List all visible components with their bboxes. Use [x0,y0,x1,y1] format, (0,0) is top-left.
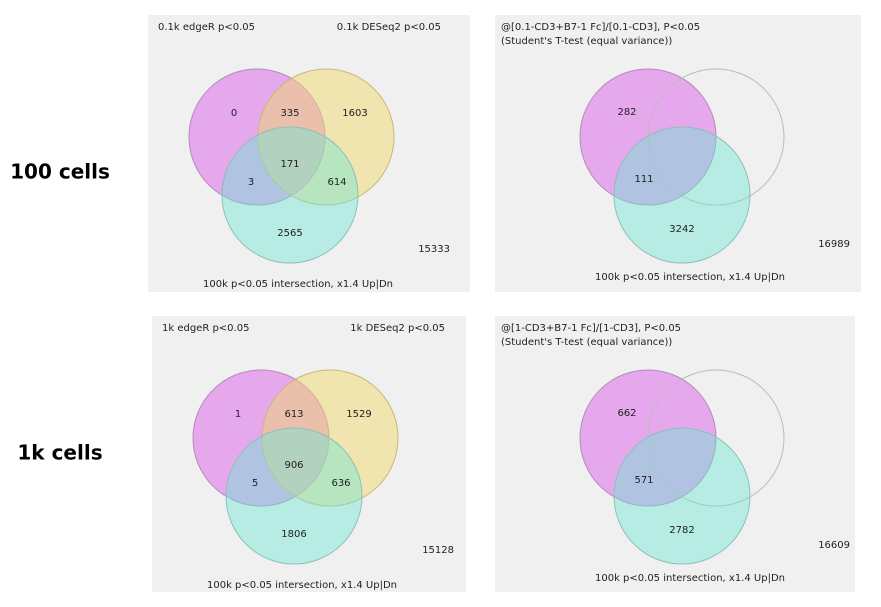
footer-label: 100k p<0.05 intersection, x1.4 Up|Dn [595,272,785,283]
set-a-label: 1k edgeR p<0.05 [162,323,249,334]
set-c-circle [225,427,363,565]
set-c-circle [613,126,751,264]
venn-panel: @[1-CD3+B7-1 Fc]/[1-CD3], P<0.05 (Student… [495,316,855,592]
set-b-circle [647,68,785,206]
venn-panel: 1k edgeR p<0.05 1k DESeq2 p<0.05 100k p<0.… [152,316,466,592]
region-count: 1806 [281,529,306,540]
region-count: 613 [284,409,303,420]
set-b-label: 0.1k DESeq2 p<0.05 [337,22,441,33]
region-count: 571 [634,475,653,486]
region-count: 2565 [277,228,302,239]
region-count: 3 [248,177,254,188]
row-label: 1k cells [17,441,102,465]
outside-count: 15128 [422,545,454,556]
region-count: 1 [235,409,241,420]
row-label: 100 cells [10,160,110,184]
region-count: 2782 [669,525,694,536]
region-count: 636 [331,478,350,489]
outside-count: 15333 [418,244,450,255]
region-count: 3242 [669,224,694,235]
outside-count: 16609 [818,540,850,551]
outside-count: 16989 [818,239,850,250]
region-count: 282 [617,107,636,118]
venn-panel: 0.1k edgeR p<0.05 0.1k DESeq2 p<0.05 100k … [148,15,470,292]
panel-title: @[1-CD3+B7-1 Fc]/[1-CD3], P<0.05 [501,323,681,334]
footer-label: 100k p<0.05 intersection, x1.4 Up|Dn [203,279,393,290]
region-count: 5 [252,478,258,489]
set-b-circle [647,369,785,507]
set-a-label: 0.1k edgeR p<0.05 [158,22,255,33]
set-c-circle [613,427,751,565]
region-count: 662 [617,408,636,419]
region-count: 0 [231,108,237,119]
panel-subtitle: (Student's T-test (equal variance)) [501,337,672,348]
footer-label: 100k p<0.05 intersection, x1.4 Up|Dn [595,573,785,584]
venn-panel: @[0.1-CD3+B7-1 Fc]/[0.1-CD3], P<0.05 (Stu… [495,15,861,292]
region-count: 906 [284,460,303,471]
panel-subtitle: (Student's T-test (equal variance)) [501,36,672,47]
footer-label: 100k p<0.05 intersection, x1.4 Up|Dn [207,580,397,591]
region-count: 171 [280,159,299,170]
panel-title: @[0.1-CD3+B7-1 Fc]/[0.1-CD3], P<0.05 [501,22,700,33]
set-b-label: 1k DESeq2 p<0.05 [350,323,445,334]
set-c-circle [221,126,359,264]
region-count: 614 [327,177,346,188]
region-count: 1603 [342,108,367,119]
region-count: 1529 [346,409,371,420]
region-count: 111 [634,174,653,185]
region-count: 335 [280,108,299,119]
